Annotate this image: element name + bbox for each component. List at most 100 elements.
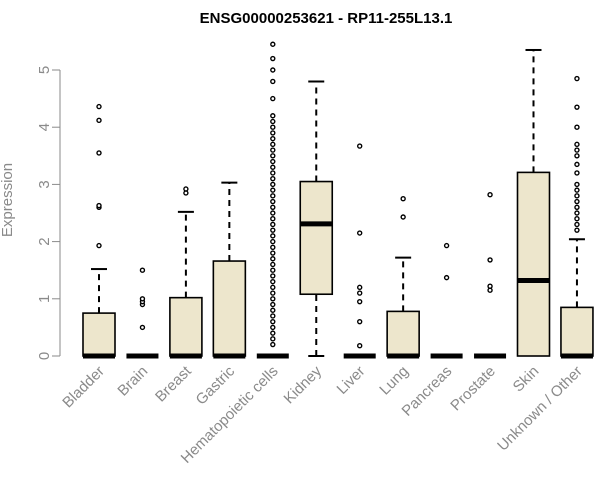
y-tick-label: 5 xyxy=(36,66,53,74)
box-group xyxy=(82,103,116,359)
outlier-point xyxy=(270,210,276,216)
outlier-point xyxy=(270,233,276,239)
box-group xyxy=(343,143,376,359)
outlier-point xyxy=(487,191,493,198)
outlier-point xyxy=(487,283,493,289)
outlier-point xyxy=(574,227,580,233)
outlier-point xyxy=(270,181,276,188)
y-axis: 0 1 2 3 4 5 xyxy=(36,66,61,360)
outlier-point xyxy=(96,103,102,110)
x-tick-label: Lung xyxy=(376,363,412,399)
outlier-point xyxy=(270,256,276,262)
outlier-point xyxy=(96,150,102,156)
outlier-point xyxy=(357,318,363,325)
outlier-point xyxy=(270,273,276,279)
outlier-point xyxy=(270,193,276,199)
outlier-point xyxy=(270,204,276,210)
outlier-point xyxy=(270,147,276,153)
outlier-point xyxy=(270,227,276,233)
y-tick-label: 4 xyxy=(36,123,53,131)
outlier-point xyxy=(574,193,580,199)
outlier-point xyxy=(270,296,276,302)
x-tick-label: Skin xyxy=(510,363,543,396)
outlier-point xyxy=(270,170,276,176)
box-group xyxy=(560,75,594,359)
outlier-point xyxy=(270,238,276,245)
box-rect xyxy=(212,260,247,357)
outlier-point xyxy=(574,221,580,228)
box-group xyxy=(256,41,289,359)
outlier-point xyxy=(270,250,276,256)
outlier-point xyxy=(443,242,450,249)
outlier-point xyxy=(270,330,276,336)
outlier-point xyxy=(96,242,102,249)
outlier-point xyxy=(139,296,146,302)
outlier-point xyxy=(270,41,276,47)
y-tick-label: 2 xyxy=(36,237,53,245)
outlier-point xyxy=(574,170,580,176)
outlier-point xyxy=(574,153,580,159)
box-group xyxy=(386,195,420,359)
outlier-point xyxy=(270,78,276,85)
outlier-point xyxy=(357,143,363,149)
outlier-point xyxy=(270,318,276,325)
boxes-layer xyxy=(82,41,594,359)
outlier-point xyxy=(487,257,493,263)
box-group xyxy=(474,191,507,359)
outlier-point xyxy=(574,104,580,110)
x-tick-label: Prostate xyxy=(447,363,499,415)
y-tick-label: 3 xyxy=(36,180,53,188)
outlier-point xyxy=(357,284,363,291)
outlier-point xyxy=(183,186,189,192)
chart-title: ENSG00000253621 - RP11-255L13.1 xyxy=(200,10,453,27)
x-tick-label: Bladder xyxy=(59,363,108,412)
outlier-point xyxy=(574,216,580,222)
outlier-point xyxy=(270,135,276,142)
box-group xyxy=(212,181,247,359)
outlier-point xyxy=(270,130,276,136)
box-group xyxy=(299,80,334,357)
outlier-point xyxy=(270,244,276,251)
box-group xyxy=(516,48,551,357)
outlier-point xyxy=(574,181,580,188)
outlier-point xyxy=(574,161,580,168)
outlier-point xyxy=(574,124,580,130)
outlier-point xyxy=(270,198,276,205)
outlier-point xyxy=(270,267,276,273)
outlier-point xyxy=(357,298,363,305)
outlier-point xyxy=(574,187,580,193)
outlier-point xyxy=(574,204,580,210)
outlier-point xyxy=(270,301,276,308)
outlier-point xyxy=(270,175,276,182)
box-rect xyxy=(169,296,203,357)
box-group xyxy=(430,242,463,359)
outlier-point xyxy=(443,274,450,281)
outlier-point xyxy=(270,164,276,170)
outlier-point xyxy=(270,141,276,148)
outlier-point xyxy=(270,324,276,331)
box-group xyxy=(169,186,203,359)
x-tick-label: Breast xyxy=(152,362,195,405)
box-rect xyxy=(516,171,551,357)
outlier-point xyxy=(270,118,276,125)
box-rect xyxy=(82,312,116,357)
outlier-point xyxy=(270,221,276,228)
outlier-point xyxy=(96,117,102,124)
outlier-point xyxy=(270,284,276,291)
outlier-point xyxy=(357,230,363,236)
outlier-point xyxy=(270,307,276,313)
outlier-point xyxy=(357,343,363,349)
outlier-point xyxy=(96,202,102,209)
outlier-point xyxy=(270,113,276,119)
outlier-point xyxy=(270,187,276,193)
outlier-point xyxy=(400,214,406,220)
outlier-point xyxy=(270,153,276,159)
outlier-point xyxy=(574,75,580,82)
y-tick-label: 1 xyxy=(36,295,53,303)
x-tick-label: Liver xyxy=(334,363,369,398)
outlier-point xyxy=(270,336,276,342)
outlier-point xyxy=(270,95,276,102)
